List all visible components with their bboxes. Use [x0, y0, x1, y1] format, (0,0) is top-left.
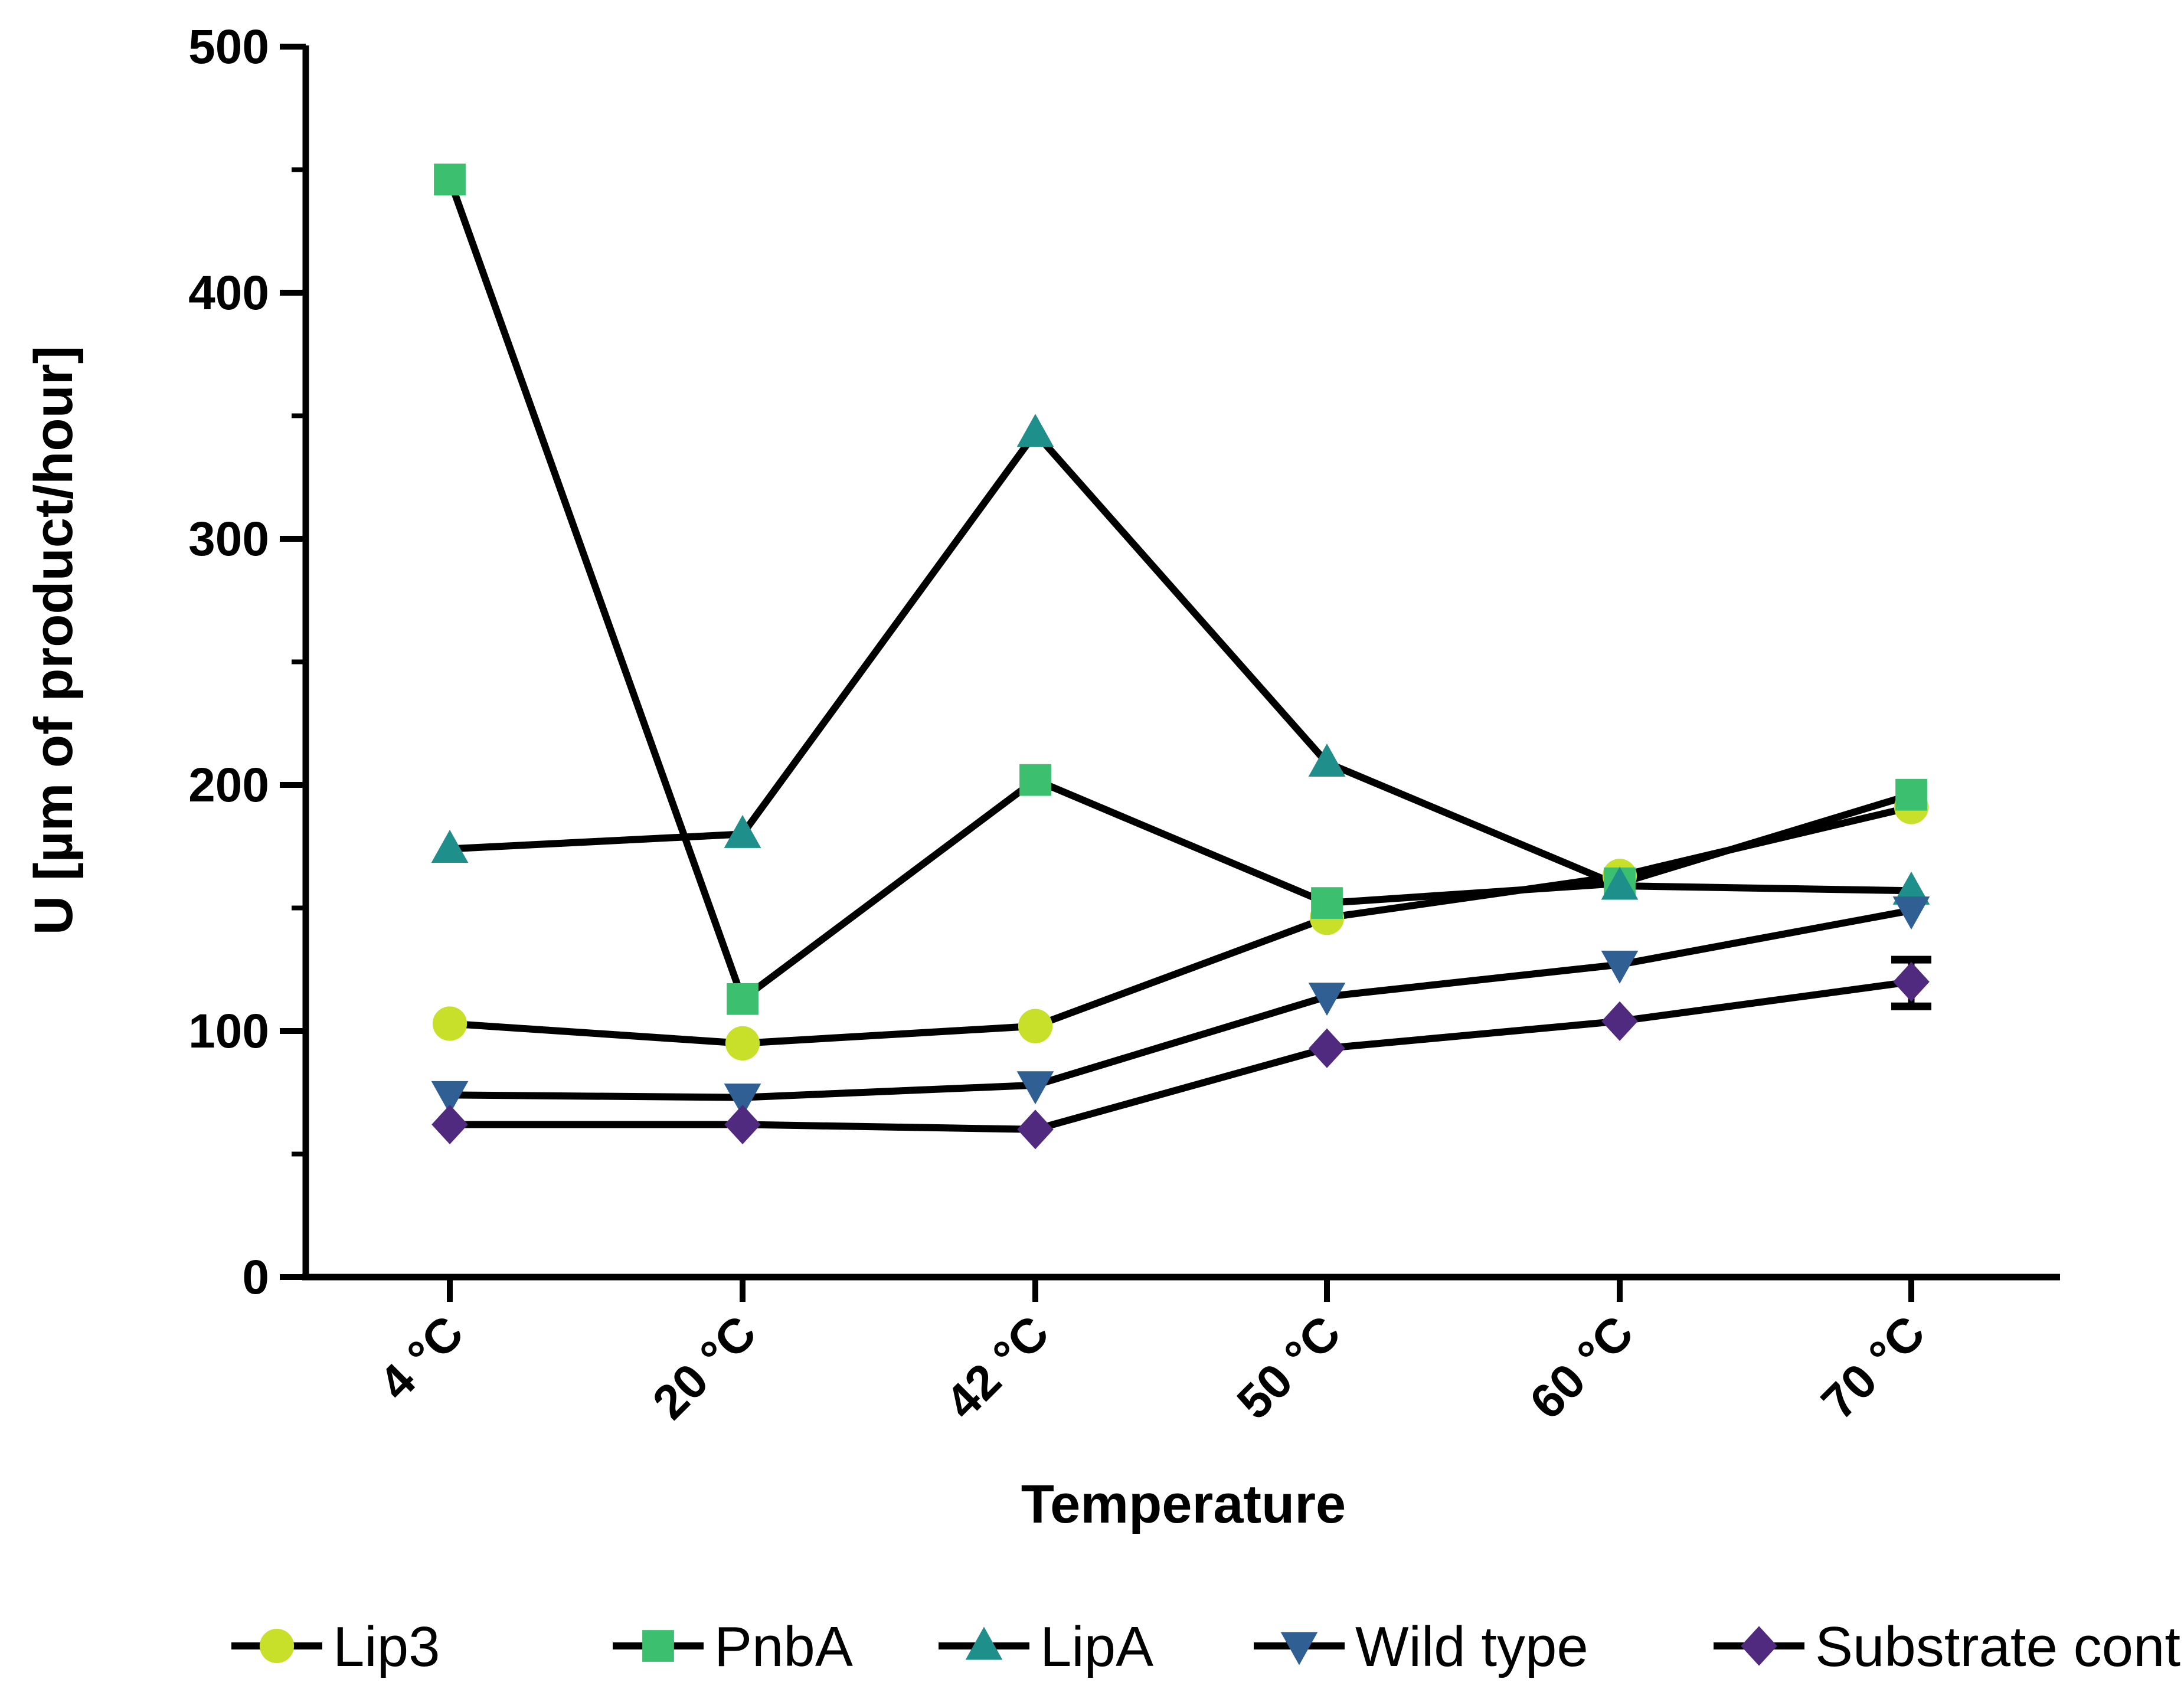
data-point-lip3 [725, 1026, 760, 1061]
series-line-substrate-control [446, 978, 1915, 1133]
data-point-lipa [431, 829, 469, 863]
data-point-substrate-control [1309, 1028, 1345, 1068]
data-point-lip3 [1018, 1009, 1053, 1043]
data-point-substrate-control [1601, 1001, 1638, 1041]
data-point-substrate-control [1893, 962, 1930, 1002]
series-lines [446, 176, 1915, 1133]
y-axis-title: U [µm of product/hour] [24, 346, 84, 935]
data-point-substrate-control [724, 1104, 761, 1145]
series-line-lip3 [446, 803, 1915, 1047]
legend-marker-lipa [965, 1626, 1003, 1660]
legend-label-substrate-control: Substrate control [1815, 1615, 2184, 1678]
data-point-substrate-control [431, 1104, 468, 1145]
series-line-lipa [446, 429, 1915, 895]
y-tick-label: 0 [242, 1251, 269, 1304]
data-point-substrate-control [1017, 1109, 1054, 1150]
data-point-wild-type [1601, 950, 1639, 984]
x-tick-label: 42 °C [936, 1305, 1060, 1429]
data-point-wild-type [431, 1081, 469, 1114]
legend-marker-wild-type [1280, 1632, 1318, 1665]
series-line-pnba [446, 176, 1915, 1003]
x-tick-label: 4 °C [369, 1305, 474, 1410]
x-tick-label: 70 °C [1812, 1305, 1935, 1429]
data-point-pnba [1019, 764, 1051, 796]
data-point-pnba [434, 163, 466, 196]
data-point-lip3 [432, 1006, 467, 1041]
legend-label-pnba: PnbA [714, 1615, 853, 1678]
legend-label-wild-type: Wild type [1355, 1615, 1588, 1678]
data-point-lipa [1308, 743, 1346, 777]
legend-label-lip3: Lip3 [333, 1615, 440, 1678]
x-axis-title: Temperature [1021, 1474, 1346, 1534]
legend-marker-lip3 [259, 1628, 295, 1664]
y-tick-label: 400 [188, 266, 269, 320]
data-point-pnba [1311, 887, 1343, 919]
y-tick-label: 100 [188, 1004, 269, 1058]
legend-marker-substrate-control [1741, 1626, 1777, 1666]
data-point-lipa [1892, 871, 1930, 905]
legend-label-lipa: LipA [1040, 1615, 1153, 1678]
data-point-wild-type [1892, 896, 1930, 930]
y-tick-label: 500 [188, 20, 269, 74]
x-tick-label: 50 °C [1227, 1305, 1351, 1429]
data-point-wild-type [1308, 983, 1346, 1016]
series-markers [431, 163, 1930, 1150]
legend-marker-pnba [642, 1630, 674, 1662]
data-point-lipa [1016, 414, 1054, 447]
data-point-pnba [727, 983, 758, 1015]
data-point-wild-type [724, 1084, 761, 1117]
legend: Lip3 PnbA LipA Wild type Substrate control [231, 1615, 2184, 1678]
data-point-lipa [724, 814, 761, 848]
data-point-wild-type [1016, 1071, 1054, 1105]
x-tick-label: 60 °C [1520, 1305, 1644, 1429]
y-tick-label: 300 [188, 512, 269, 566]
data-point-pnba [1895, 778, 1927, 811]
series-line-wild-type [446, 906, 1915, 1101]
y-tick-label: 200 [188, 758, 269, 812]
x-tick-label: 20 °C [643, 1305, 767, 1429]
data-point-lipa [1601, 866, 1639, 900]
